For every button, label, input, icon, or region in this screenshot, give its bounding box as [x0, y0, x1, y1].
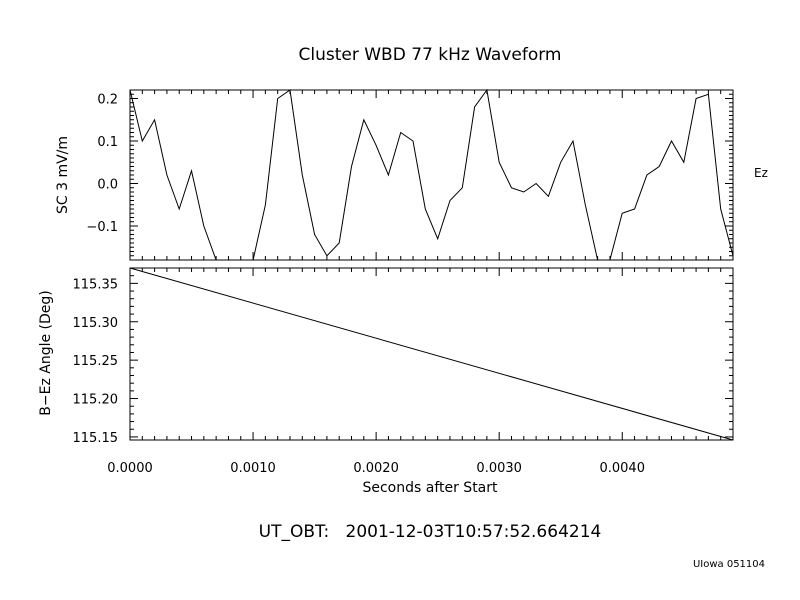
y-tick-label: 0.1 [97, 135, 118, 150]
angle-ticks [129, 267, 734, 440]
chart-title: Cluster WBD 77 kHz Waveform [299, 45, 562, 65]
y-tick-label: 115.15 [73, 431, 119, 446]
waveform-frame [129, 89, 734, 261]
y-tick-label: −0.1 [86, 220, 118, 235]
x-tick-label: 0.0040 [599, 461, 645, 476]
timestamp-label: UT_OBT: 2001-12-03T10:57:52.664214 [259, 522, 602, 542]
y-tick-label: 0.0 [97, 178, 118, 193]
angle-frame [129, 267, 734, 441]
angle-x-tick-labels: 0.0000 0.0010 0.0020 0.0030 0.0040 [107, 461, 645, 476]
y-tick-label: 115.25 [73, 354, 119, 369]
y-tick-label: 115.20 [73, 393, 119, 408]
x-tick-label: 0.0000 [107, 461, 153, 476]
credit-label: UIowa 051104 [693, 559, 765, 570]
waveform-y-tick-labels: 0.2 0.1 0.0 −0.1 [86, 93, 118, 236]
waveform-y-axis-label: SC 3 mV/m [55, 136, 71, 214]
angle-y-tick-labels: 115.35 115.30 115.25 115.20 115.15 [73, 277, 119, 446]
angle-series-line [129, 267, 734, 441]
x-tick-label: 0.0020 [353, 461, 399, 476]
y-tick-label: 115.30 [73, 316, 119, 331]
x-tick-label: 0.0010 [230, 461, 276, 476]
waveform-legend-label: Ez [754, 166, 768, 180]
x-axis-label: Seconds after Start [362, 480, 498, 496]
y-tick-label: 115.35 [73, 277, 119, 292]
y-tick-label: 0.2 [97, 93, 118, 108]
waveform-ticks [129, 89, 734, 260]
waveform-series-line [129, 88, 734, 261]
x-tick-label: 0.0030 [476, 461, 522, 476]
angle-y-axis-label: B−Ez Angle (Deg) [38, 290, 54, 415]
waveform-panel: 0.2 0.1 0.0 −0.1 SC 3 mV/m Ez [55, 88, 768, 261]
